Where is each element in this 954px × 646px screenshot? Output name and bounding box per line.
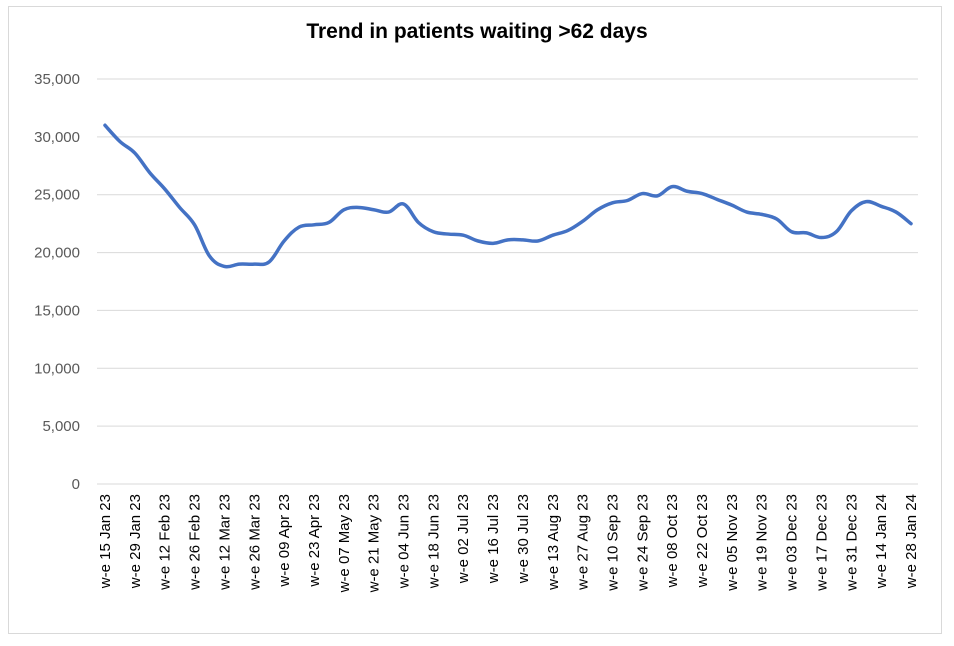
y-tick-label: 15,000 [34, 302, 80, 319]
x-tick-label: w-e 18 Jun 23 [425, 494, 442, 589]
x-tick-label: w-e 14 Jan 24 [873, 494, 890, 589]
x-tick-label: w-e 30 Jul 23 [515, 494, 532, 584]
y-tick-label: 0 [72, 476, 80, 493]
x-tick-label: w-e 13 Aug 23 [545, 494, 562, 591]
y-tick-label: 30,000 [34, 129, 80, 146]
x-tick-label: w-e 12 Mar 23 [216, 494, 233, 591]
y-tick-label: 35,000 [34, 71, 80, 88]
y-tick-label: 5,000 [42, 418, 80, 435]
x-tick-label: w-e 03 Dec 23 [784, 494, 801, 592]
y-tick-label: 25,000 [34, 187, 80, 204]
x-tick-label: w-e 27 Aug 23 [575, 494, 592, 591]
chart-frame [8, 6, 942, 634]
x-tick-label: w-e 28 Jan 24 [903, 494, 920, 589]
y-tick-label: 10,000 [34, 360, 80, 377]
x-tick-label: w-e 23 Apr 23 [306, 494, 323, 588]
x-tick-label: w-e 24 Sep 23 [634, 494, 651, 592]
x-axis-ticks: w-e 15 Jan 23 w-e 29 Jan 23 w-e 12 Feb 23 w… [97, 494, 920, 593]
x-tick-label: w-e 05 Nov 23 [724, 494, 741, 592]
x-tick-label: w-e 17 Dec 23 [813, 494, 830, 592]
x-tick-label: w-e 12 Feb 23 [157, 494, 174, 591]
x-tick-label: w-e 15 Jan 23 [97, 494, 114, 589]
x-tick-label: w-e 19 Nov 23 [754, 494, 771, 592]
series-line [103, 123, 913, 269]
x-tick-label: w-e 08 Oct 23 [664, 494, 681, 588]
chart-title: Trend in patients waiting >62 days [306, 20, 648, 43]
x-tick-label: w-e 29 Jan 23 [127, 494, 144, 589]
x-tick-label: w-e 31 Dec 23 [843, 494, 860, 592]
x-tick-label: w-e 10 Sep 23 [604, 494, 621, 592]
y-tick-label: 20,000 [34, 245, 80, 262]
x-tick-label: w-e 04 Jun 23 [396, 494, 413, 589]
y-axis-ticks: 0 5,000 10,000 15,000 20,000 25,000 30,000 35,0… [34, 71, 80, 493]
gridlines [97, 78, 918, 485]
x-tick-label: w-e 26 Mar 23 [246, 494, 263, 591]
x-tick-label: w-e 16 Jul 23 [485, 494, 502, 584]
series-layer [103, 123, 913, 269]
x-tick-label: w-e 21 May 23 [366, 494, 383, 593]
x-tick-label: w-e 09 Apr 23 [276, 494, 293, 588]
x-tick-label: w-e 22 Oct 23 [694, 494, 711, 588]
x-tick-label: w-e 26 Feb 23 [187, 494, 204, 591]
x-tick-label: w-e 07 May 23 [336, 494, 353, 593]
x-tick-label: w-e 02 Jul 23 [455, 494, 472, 584]
